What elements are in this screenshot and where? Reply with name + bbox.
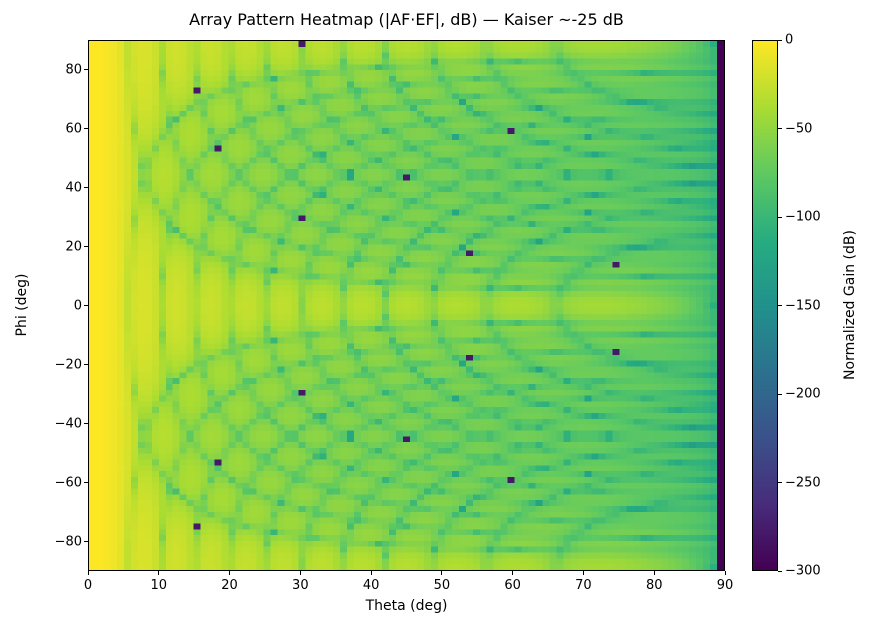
- x-tick-label: 60: [504, 578, 521, 593]
- y-tick-label: −60: [54, 475, 82, 490]
- colorbar-tick-mark: [778, 482, 782, 483]
- chart-title: Array Pattern Heatmap (|AF·EF|, dB) — Ka…: [189, 10, 624, 29]
- x-tick-label: 40: [362, 578, 380, 593]
- colorbar-tick-mark: [778, 216, 782, 218]
- colorbar-tick-mark: [778, 570, 782, 572]
- y-tick-label: 20: [65, 239, 82, 254]
- y-tick-mark: [84, 305, 88, 306]
- y-tick-label: 40: [65, 180, 82, 195]
- y-axis-label: Phi (deg): [14, 273, 30, 337]
- y-tick-mark: [84, 69, 88, 70]
- x-tick-label: 90: [716, 578, 734, 593]
- y-tick-mark: [84, 541, 88, 542]
- x-tick-label: 10: [150, 578, 168, 593]
- x-tick-mark: [299, 571, 301, 575]
- x-tick-mark: [582, 571, 584, 575]
- colorbar-tick-label: −50: [785, 121, 813, 136]
- y-tick-mark: [84, 364, 88, 365]
- y-tick-mark: [84, 128, 88, 129]
- y-tick-label: 60: [65, 121, 82, 136]
- colorbar-tick-mark: [778, 305, 782, 306]
- colorbar-label: Normalized Gain (dB): [842, 230, 858, 380]
- y-tick-mark: [84, 246, 88, 247]
- y-tick-label: 80: [65, 62, 82, 77]
- y-tick-mark: [84, 423, 88, 424]
- y-tick-mark: [84, 187, 88, 188]
- heatmap-plot-area: [88, 40, 725, 571]
- x-tick-mark: [441, 571, 443, 575]
- colorbar-tick-label: 0: [785, 32, 794, 48]
- x-tick-label: 0: [83, 578, 93, 593]
- heatmap-canvas: [89, 41, 724, 570]
- x-tick-mark: [87, 571, 89, 575]
- colorbar-tick-mark: [778, 393, 782, 395]
- x-tick-mark: [512, 571, 514, 575]
- colorbar-tick-mark: [778, 39, 782, 41]
- colorbar-tick-label: −150: [785, 298, 821, 313]
- y-tick-label: 0: [73, 298, 82, 313]
- x-tick-label: 80: [645, 578, 663, 593]
- y-tick-label: −40: [54, 416, 82, 431]
- x-axis-label: Theta (deg): [365, 598, 448, 614]
- colorbar-gradient-canvas: [753, 41, 777, 570]
- x-tick-mark: [370, 571, 372, 575]
- x-tick-mark: [158, 571, 160, 575]
- x-tick-label: 30: [292, 578, 309, 593]
- y-tick-label: −20: [54, 357, 82, 372]
- y-tick-mark: [84, 482, 88, 483]
- x-tick-mark: [724, 571, 726, 575]
- x-tick-mark: [229, 571, 231, 575]
- colorbar-tick-mark: [778, 128, 782, 129]
- y-tick-label: −80: [54, 534, 82, 549]
- x-tick-label: 20: [221, 578, 238, 593]
- colorbar: [752, 40, 778, 571]
- colorbar-tick-label: −100: [785, 209, 821, 225]
- colorbar-tick-label: −300: [785, 563, 821, 579]
- x-tick-label: 50: [433, 578, 451, 593]
- colorbar-tick-label: −200: [785, 386, 821, 402]
- x-tick-mark: [653, 571, 655, 575]
- colorbar-tick-label: −250: [785, 475, 821, 490]
- x-tick-label: 70: [575, 578, 592, 593]
